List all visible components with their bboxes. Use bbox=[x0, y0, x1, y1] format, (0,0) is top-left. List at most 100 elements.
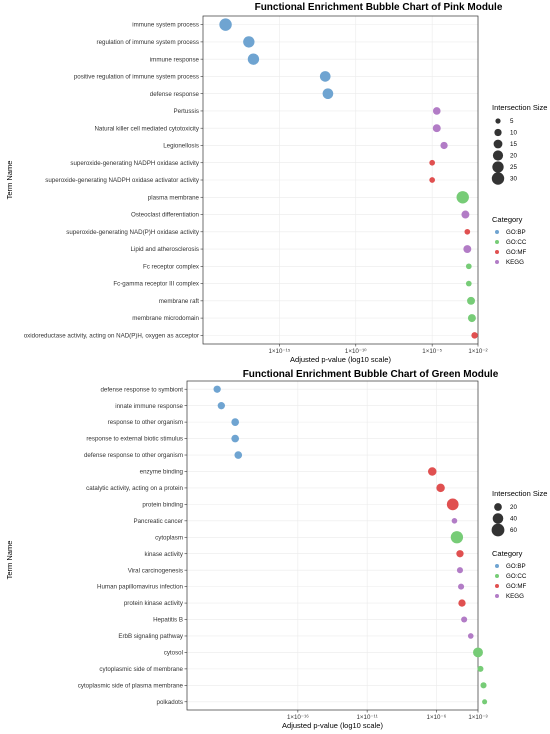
y-tick-label: catalytic activity, acting on a protein bbox=[86, 485, 183, 492]
size-legend-label: 60 bbox=[510, 527, 517, 534]
bubble-point bbox=[451, 518, 458, 524]
size-legend-label: 5 bbox=[510, 118, 514, 125]
category-legend-key bbox=[495, 260, 499, 264]
bubble-point bbox=[243, 36, 255, 48]
y-tick-label: Fc receptor complex bbox=[143, 263, 200, 270]
plot-border bbox=[186, 380, 479, 711]
bubble-point bbox=[436, 483, 445, 493]
y-tick-label: defense response to other organism bbox=[84, 452, 183, 459]
bubble-point bbox=[450, 531, 464, 544]
y-tick-label: Legionellosis bbox=[163, 143, 199, 150]
bubble-point bbox=[467, 633, 474, 639]
bubble-point bbox=[234, 451, 243, 459]
y-tick-label: regulation of immune system process bbox=[97, 39, 199, 46]
y-tick-label: Viral carcinogenesis bbox=[128, 567, 183, 574]
size-legend-key bbox=[492, 161, 504, 173]
x-tick-label: 1×10⁻¹⁰ bbox=[345, 348, 367, 355]
bubble-point bbox=[247, 53, 260, 65]
y-tick-label: defense response bbox=[150, 91, 200, 98]
size-legend-label: 30 bbox=[510, 176, 517, 183]
size-legend-label: 10 bbox=[510, 130, 517, 137]
y-tick-label: response to other organism bbox=[108, 419, 183, 426]
y-tick-label: immune response bbox=[150, 56, 200, 63]
y-axis-label: Term Name bbox=[5, 161, 14, 200]
bubble-point bbox=[477, 665, 484, 672]
x-axis-label: Adjusted p-value (log10 scale) bbox=[282, 721, 383, 730]
bubble-point bbox=[456, 567, 464, 574]
category-legend-key bbox=[495, 564, 499, 568]
y-tick-label: protein binding bbox=[142, 501, 183, 508]
y-tick-label: Fc-gamma receptor III complex bbox=[113, 281, 200, 288]
y-tick-label: cytosol bbox=[164, 650, 183, 657]
bubble-point bbox=[217, 402, 225, 410]
chart-title: Functional Enrichment Bubble Chart of Pi… bbox=[255, 2, 503, 13]
y-tick-label: Pancreatic cancer bbox=[133, 518, 183, 525]
bubble-point bbox=[319, 71, 331, 82]
y-axis-label: Term Name bbox=[5, 541, 14, 580]
bubble-point bbox=[467, 296, 475, 305]
x-tick-label: 1×10⁻¹¹ bbox=[356, 714, 377, 721]
bubble-point bbox=[465, 280, 472, 287]
category-legend-label: GO:MF bbox=[506, 583, 526, 590]
bubble-point bbox=[458, 599, 466, 607]
bubble-point bbox=[446, 498, 459, 511]
y-tick-label: Hepatitis B bbox=[153, 617, 183, 624]
category-legend-label: GO:BP bbox=[506, 563, 526, 570]
y-tick-label: kinase activity bbox=[144, 551, 183, 558]
bubble-point bbox=[213, 385, 221, 393]
y-tick-label: Osteoclast differentiation bbox=[131, 212, 200, 219]
x-tick-label: 1×10⁻² bbox=[468, 348, 487, 355]
y-tick-label: cytoplasm bbox=[155, 534, 183, 541]
x-axis-label: Adjusted p-value (log10 scale) bbox=[290, 355, 391, 364]
bubble-point bbox=[461, 210, 470, 219]
bubble-point bbox=[480, 682, 487, 689]
size-legend: Intersection Size 5 10 15 20 25 30 bbox=[491, 103, 547, 185]
size-legend: Intersection Size 20 40 60 bbox=[491, 489, 547, 537]
y-tick-label: response to external biotic stimulus bbox=[86, 436, 183, 443]
size-legend-key bbox=[495, 118, 501, 124]
bubble-point bbox=[464, 228, 471, 235]
category-legend-key bbox=[495, 584, 499, 588]
bubble-point bbox=[465, 263, 472, 270]
y-tick-label: Human papillomavirus infection bbox=[97, 584, 184, 591]
y-tick-label: ErbB signaling pathway bbox=[118, 633, 184, 640]
y-tick-label: defense response to symbiont bbox=[100, 386, 183, 393]
bubble-point bbox=[456, 550, 464, 558]
size-legend-title: Intersection Size bbox=[492, 489, 547, 498]
category-legend-label: GO:BP bbox=[506, 229, 526, 236]
y-tick-label: Natural killer cell mediated cytotoxicit… bbox=[94, 125, 199, 132]
category-legend-key bbox=[495, 240, 499, 244]
size-legend-label: 40 bbox=[510, 516, 517, 523]
size-legend-key bbox=[491, 172, 505, 185]
category-legend-label: GO:CC bbox=[506, 573, 527, 580]
size-legend-label: 20 bbox=[510, 504, 517, 511]
y-tick-label: enzyme binding bbox=[140, 469, 184, 476]
bubble-point bbox=[231, 434, 240, 443]
y-tick-label: Lipid and atherosclerosis bbox=[131, 246, 199, 253]
bubble-point bbox=[458, 583, 465, 590]
category-legend-label: GO:MF bbox=[506, 249, 526, 256]
y-tick-label: polkadots bbox=[157, 699, 184, 706]
y-tick-label: innate immune response bbox=[115, 403, 183, 410]
size-legend-title: Intersection Size bbox=[492, 103, 547, 112]
size-legend-key bbox=[491, 523, 505, 537]
category-legend-key bbox=[495, 250, 499, 254]
size-legend-key bbox=[493, 139, 503, 149]
size-legend-label: 20 bbox=[510, 153, 517, 160]
bubble-point bbox=[482, 699, 488, 705]
x-tick-label: 1×10⁻⁵ bbox=[422, 348, 442, 355]
category-legend-title: Category bbox=[492, 549, 523, 558]
bubble-point bbox=[429, 159, 436, 166]
y-tick-label: plasma membrane bbox=[148, 194, 200, 201]
chart-panel-1: Functional Enrichment Bubble Chart of Pi… bbox=[5, 2, 547, 364]
bubble-point bbox=[432, 124, 441, 133]
bubble-point bbox=[432, 107, 441, 115]
chart-panel-2: Functional Enrichment Bubble Chart of Gr… bbox=[5, 369, 547, 730]
bubble-point bbox=[461, 616, 468, 623]
x-tick-label: 1×10⁻¹⁶ bbox=[287, 714, 309, 721]
size-legend-key bbox=[494, 503, 502, 511]
size-legend-key bbox=[494, 128, 502, 137]
y-tick-label: membrane raft bbox=[159, 298, 200, 305]
bubble-point bbox=[456, 191, 469, 204]
